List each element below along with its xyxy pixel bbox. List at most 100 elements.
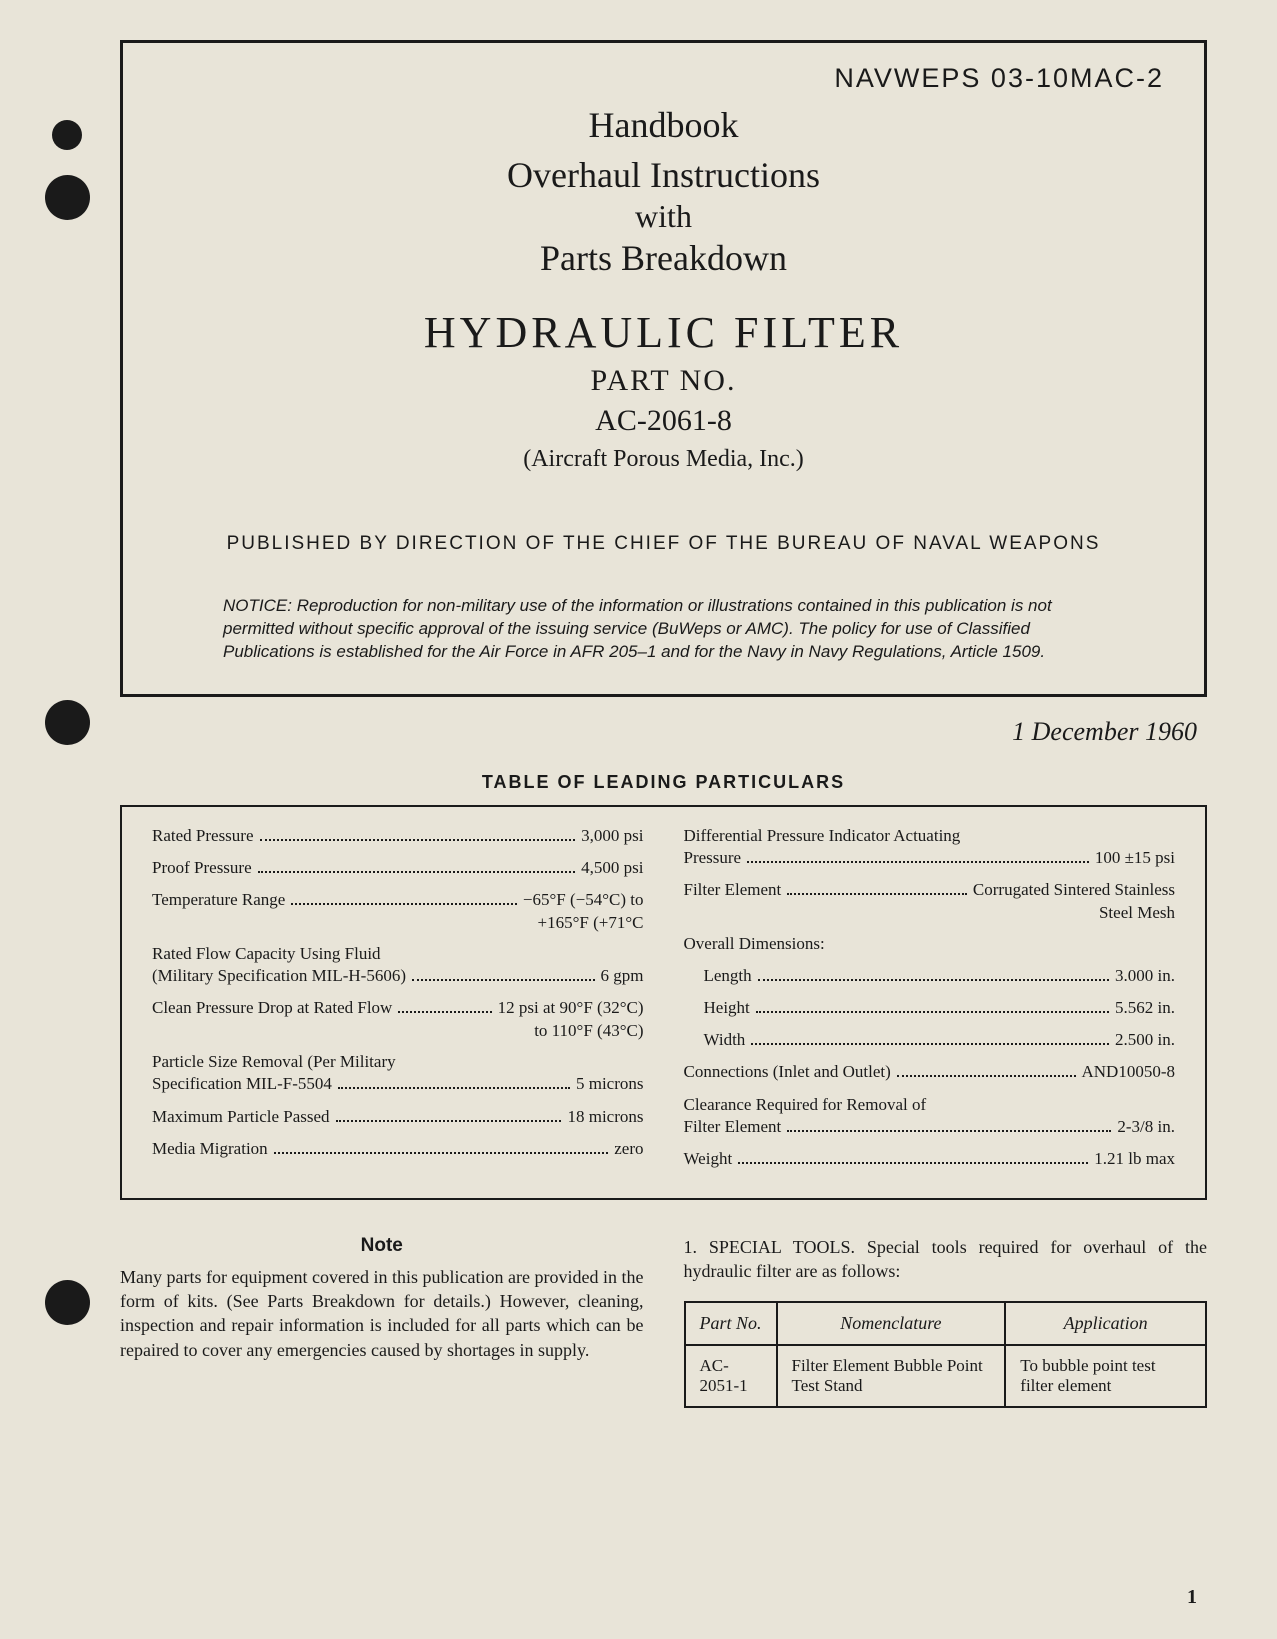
notice-label: NOTICE:	[223, 596, 292, 615]
spec-label: Weight	[684, 1148, 733, 1170]
particulars-table: Rated Pressure 3,000 psi Proof Pressure4,5…	[120, 805, 1207, 1200]
part-no: AC-2061-8	[163, 404, 1164, 438]
title-with: with	[163, 198, 1164, 235]
spec-dots	[258, 871, 576, 873]
spec-row: Media Migration zero	[152, 1138, 644, 1160]
spec-label: Specification MIL-F-5504	[152, 1073, 332, 1095]
table-row: AC-2051-1Filter Element Bubble Point Tes…	[685, 1345, 1207, 1407]
spec-row: Width 2.500 in.	[704, 1029, 1176, 1051]
title-overhaul: Overhaul Instructions	[163, 154, 1164, 196]
spec-dots	[751, 1043, 1109, 1045]
spec-dots	[398, 1011, 491, 1013]
spec-label: Filter Element	[684, 879, 782, 901]
spec-value: 4,500 psi	[581, 857, 643, 879]
spec-label: (Military Specification MIL-H-5606)	[152, 965, 406, 987]
spec-dots	[338, 1087, 570, 1089]
spec-value: 2-3/8 in.	[1117, 1116, 1175, 1138]
spec-row: Temperature Range −65°F (−54°C) to	[152, 889, 644, 911]
published-by: PUBLISHED BY DIRECTION OF THE CHIEF OF T…	[163, 533, 1164, 555]
main-title: HYDRAULIC FILTER	[163, 307, 1164, 358]
spec-row: Clearance Required for Removal ofFilter …	[684, 1094, 1176, 1138]
th-nomenclature: Nomenclature	[777, 1302, 1006, 1345]
spec-label: Media Migration	[152, 1138, 268, 1160]
spec-row: Particle Size Removal (Per MilitarySpeci…	[152, 1051, 644, 1095]
spec-label: Clean Pressure Drop at Rated Flow	[152, 997, 392, 1019]
spec-value: 100 ±15 psi	[1095, 847, 1175, 869]
spec-row: Rated Flow Capacity Using Fluid(Military…	[152, 943, 644, 987]
title-parts: Parts Breakdown	[163, 237, 1164, 279]
particulars-title: TABLE OF LEADING PARTICULARS	[120, 772, 1207, 793]
spec-dots	[758, 979, 1109, 981]
page-number: 1	[1187, 1586, 1197, 1609]
particulars-right-column: Differential Pressure Indicator Actuatin…	[684, 825, 1176, 1180]
manufacturer: (Aircraft Porous Media, Inc.)	[163, 446, 1164, 473]
spec-label: Temperature Range	[152, 889, 285, 911]
spec-row: Clean Pressure Drop at Rated Flow 12 psi …	[152, 997, 644, 1019]
spec-dots	[274, 1152, 609, 1154]
notice-block: NOTICE: Reproduction for non-military us…	[223, 595, 1104, 664]
spec-dots	[291, 903, 517, 905]
particulars-left-column: Rated Pressure 3,000 psi Proof Pressure4,5…	[152, 825, 644, 1180]
spec-label: Rated Pressure	[152, 825, 254, 847]
title-handbook: Handbook	[163, 104, 1164, 146]
publication-date: 1 December 1960	[120, 717, 1197, 747]
spec-dots	[897, 1075, 1076, 1077]
spec-row: Rated Pressure 3,000 psi	[152, 825, 644, 847]
spec-dots	[787, 1130, 1111, 1132]
spec-value-line2: to 110°F (43°C)	[152, 1021, 644, 1041]
spec-label: Pressure	[684, 847, 742, 869]
note-heading: Note	[120, 1235, 644, 1257]
spec-row: Weight 1.21 lb max	[684, 1148, 1176, 1170]
spec-row: Length 3.000 in.	[704, 965, 1176, 987]
spec-label: Differential Pressure Indicator Actuatin…	[684, 825, 1176, 847]
note-column: Note Many parts for equipment covered in…	[120, 1235, 644, 1409]
spec-label: Filter Element	[684, 1116, 782, 1138]
binder-hole	[52, 120, 82, 150]
spec-value-line2: Steel Mesh	[684, 903, 1176, 923]
spec-value: 3,000 psi	[581, 825, 643, 847]
spec-value: 5.562 in.	[1115, 997, 1175, 1019]
title-block: Handbook Overhaul Instructions with Part…	[163, 104, 1164, 473]
spec-dots	[336, 1120, 562, 1122]
spec-label: Clearance Required for Removal of	[684, 1094, 1176, 1116]
spec-row: Proof Pressure4,500 psi	[152, 857, 644, 879]
spec-value: 3.000 in.	[1115, 965, 1175, 987]
special-tools-table: Part No. Nomenclature Application AC-205…	[684, 1301, 1208, 1408]
table-cell: Filter Element Bubble Point Test Stand	[777, 1345, 1006, 1407]
spec-row: Connections (Inlet and Outlet) AND10050-8	[684, 1061, 1176, 1083]
table-cell: To bubble point test filter element	[1005, 1345, 1206, 1407]
spec-value: Corrugated Sintered Stainless	[973, 879, 1175, 901]
spec-heading: Overall Dimensions:	[684, 933, 1176, 955]
spec-value: 1.21 lb max	[1094, 1148, 1175, 1170]
spec-dots	[787, 893, 967, 895]
part-no-label: PART NO.	[163, 364, 1164, 398]
spec-label: Width	[704, 1029, 746, 1051]
spec-value: 2.500 in.	[1115, 1029, 1175, 1051]
spec-value: −65°F (−54°C) to	[523, 889, 644, 911]
notice-text: Reproduction for non-military use of the…	[223, 596, 1052, 661]
th-part-no: Part No.	[685, 1302, 777, 1345]
spec-dots	[260, 839, 576, 841]
spec-value: 6 gpm	[601, 965, 644, 987]
spec-label: Connections (Inlet and Outlet)	[684, 1061, 891, 1083]
special-tools-intro: 1. SPECIAL TOOLS. Special tools required…	[684, 1235, 1208, 1284]
spec-value: AND10050-8	[1082, 1061, 1176, 1083]
spec-dots	[756, 1011, 1109, 1013]
spec-row: Filter Element Corrugated Sintered Stainl…	[684, 879, 1176, 901]
spec-value: 12 psi at 90°F (32°C)	[498, 997, 644, 1019]
title-header-box: NAVWEPS 03-10MAC-2 Handbook Overhaul Ins…	[120, 40, 1207, 697]
table-cell: AC-2051-1	[685, 1345, 777, 1407]
spec-value: 5 microns	[576, 1073, 644, 1095]
spec-label: Length	[704, 965, 752, 987]
spec-dots	[412, 979, 595, 981]
lower-columns: Note Many parts for equipment covered in…	[120, 1235, 1207, 1409]
spec-label: Particle Size Removal (Per Military	[152, 1051, 644, 1073]
spec-value: zero	[614, 1138, 643, 1160]
spec-label: Height	[704, 997, 750, 1019]
tools-column: 1. SPECIAL TOOLS. Special tools required…	[684, 1235, 1208, 1409]
spec-row: Maximum Particle Passed18 microns	[152, 1106, 644, 1128]
document-id: NAVWEPS 03-10MAC-2	[163, 63, 1164, 94]
spec-label: Rated Flow Capacity Using Fluid	[152, 943, 644, 965]
spec-label: Maximum Particle Passed	[152, 1106, 330, 1128]
binder-hole	[45, 175, 90, 220]
